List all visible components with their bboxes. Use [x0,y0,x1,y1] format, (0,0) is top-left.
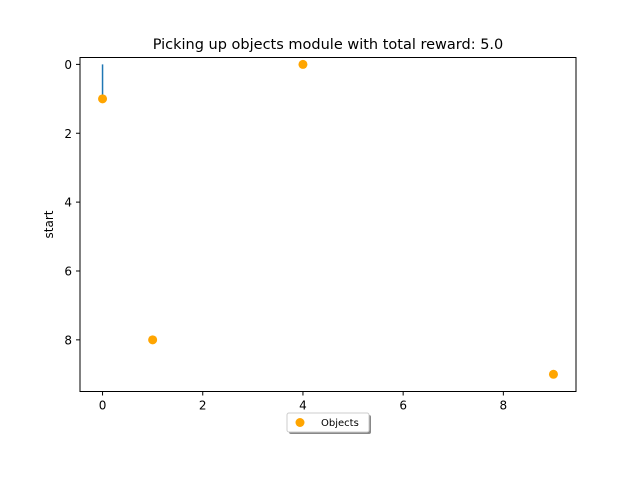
x-tick-label: 2 [199,399,207,413]
legend-label: Objects [321,418,359,429]
x-tick-label: 0 [99,399,107,413]
series-layer [98,59,558,379]
y-tick-label: 2 [64,127,72,141]
object-point [298,59,308,69]
object-point [548,369,558,379]
y-axis-label: start [42,210,56,238]
x-tick-label: 6 [399,399,407,413]
y-axis: 0 2 4 6 8 [64,58,80,347]
legend-marker [295,418,305,427]
object-point [148,335,158,345]
legend-box [286,412,370,433]
y-tick-label: 4 [64,196,72,210]
plot-area-frame [79,57,577,392]
x-tick-label: 4 [299,399,307,413]
x-axis: 0 2 4 6 8 [99,391,508,413]
y-tick-label: 8 [64,333,72,347]
object-point [98,94,108,104]
y-tick-label: 0 [64,58,72,72]
x-tick-label: 8 [500,399,508,413]
y-tick-label: 6 [64,264,72,278]
chart-title: Picking up objects module with total rew… [153,37,504,53]
legend: Objects [286,412,371,434]
